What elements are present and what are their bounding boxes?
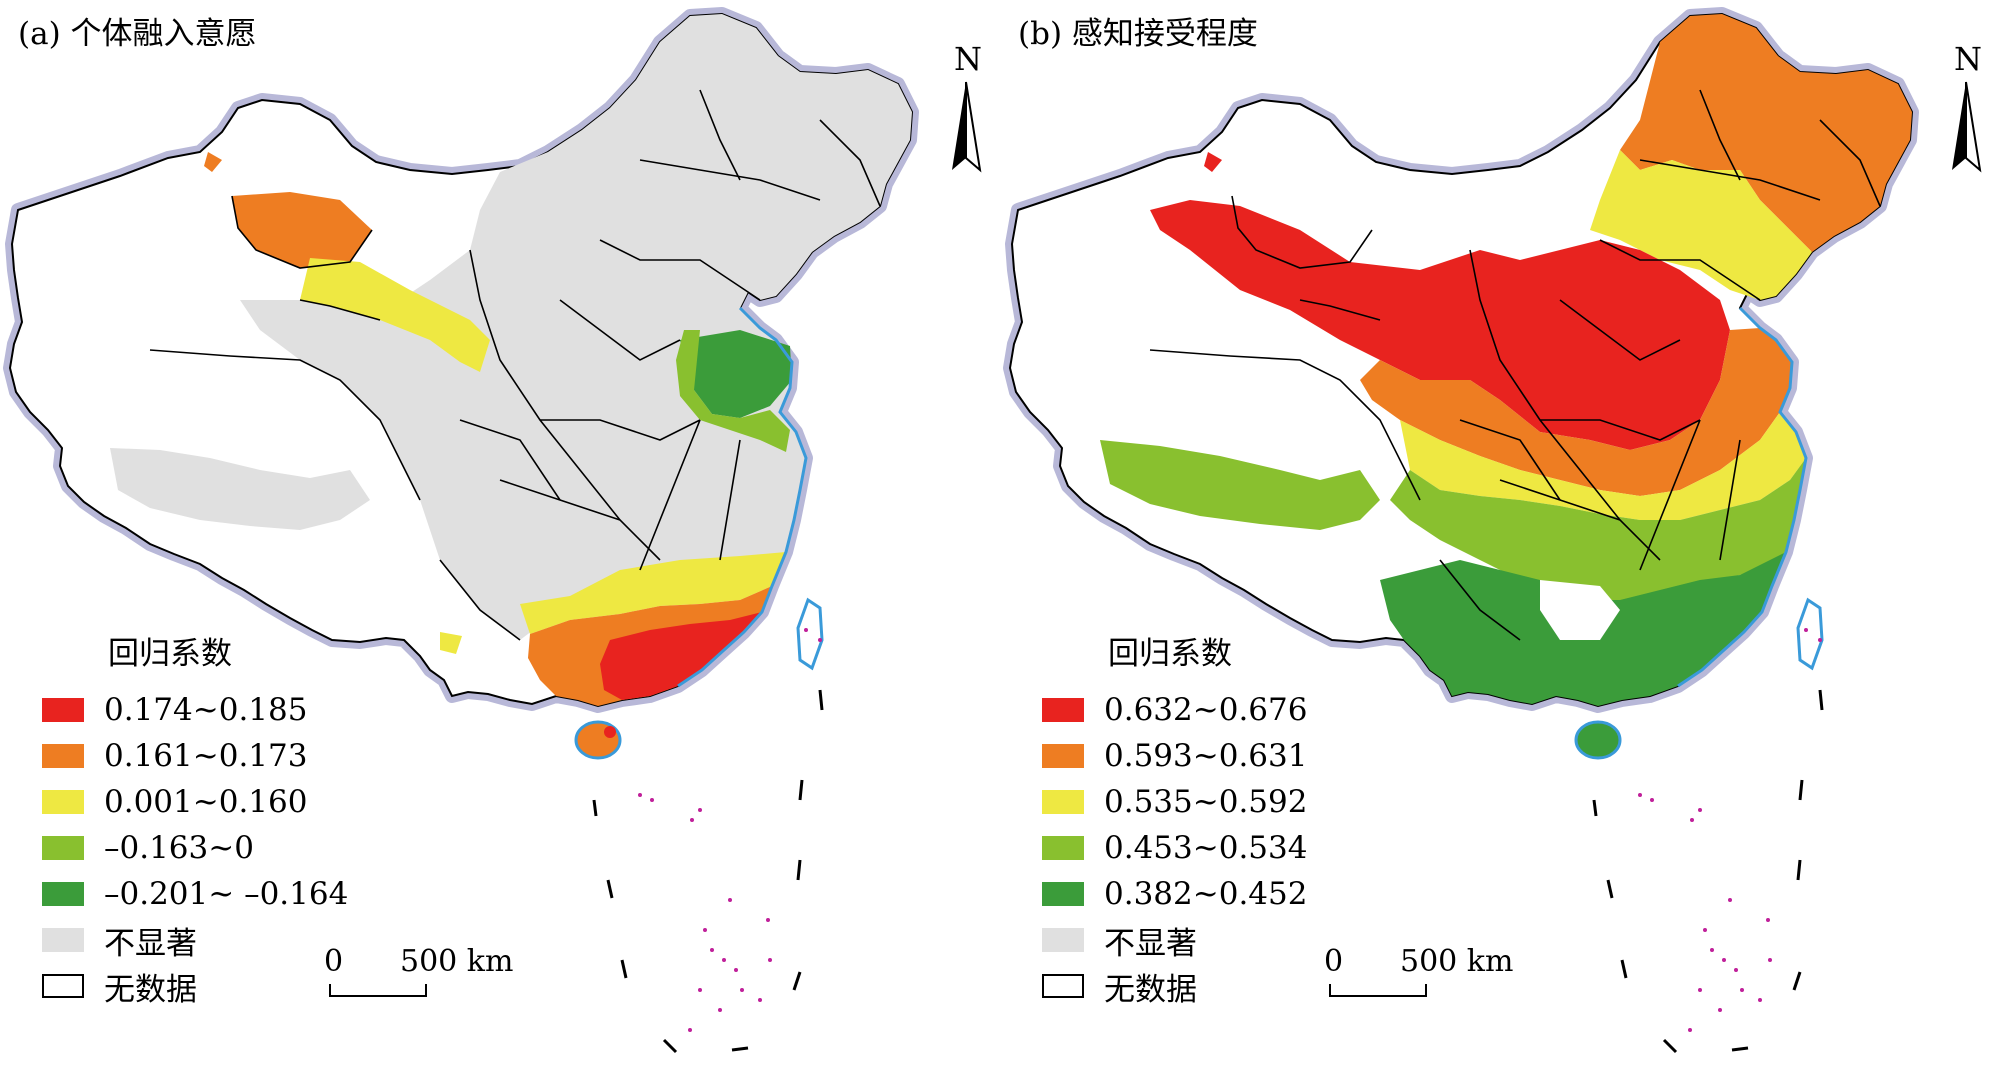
- south-sea-islands: [1638, 628, 1822, 1032]
- legend-label: 0.382~0.452: [1104, 876, 1308, 912]
- scale-bar: 0 500 km: [1320, 944, 1520, 1004]
- legend-item: 0.453~0.534: [1042, 825, 1307, 871]
- north-arrow: N: [944, 40, 994, 180]
- legend-swatch: [42, 698, 84, 722]
- legend-item: 0.161~0.173: [42, 733, 348, 779]
- region-orange-xinjiang-north: [232, 192, 372, 268]
- legend-swatch: [1042, 928, 1084, 952]
- legend-swatch: [42, 974, 84, 998]
- region-yellow-northeast: [1590, 150, 1812, 300]
- legend-item: 0.535~0.592: [1042, 779, 1307, 825]
- legend-label: 0.632~0.676: [1104, 692, 1308, 728]
- legend-label: –0.201~ –0.164: [104, 876, 349, 912]
- legend: 回归系数 0.632~0.676 0.593~0.631 0.535~0.592…: [1042, 628, 1307, 1009]
- legend-label: 0.593~0.631: [1104, 738, 1308, 774]
- legend-swatch: [1042, 790, 1084, 814]
- north-letter: N: [954, 40, 982, 78]
- legend-label: 0.535~0.592: [1104, 784, 1308, 820]
- region-not-significant: [240, 14, 912, 640]
- legend-swatch: [1042, 974, 1084, 998]
- taiwan-island: [1796, 597, 1824, 671]
- region-orange-central: [1360, 328, 1792, 496]
- legend-item: 无数据: [42, 963, 348, 1009]
- legend-swatch: [42, 836, 84, 860]
- legend-label: –0.163~0: [104, 830, 254, 866]
- south-sea-islands: [638, 628, 822, 1032]
- north-arrow-icon: [1952, 81, 1982, 173]
- nine-dash-line: [592, 689, 824, 1054]
- legend: 回归系数 0.174~0.185 0.161~0.173 0.001~0.160…: [42, 628, 348, 1009]
- scale-distance: 500 km: [400, 944, 514, 979]
- hainan-red-spot: [604, 726, 616, 738]
- region-yellow-central: [1400, 412, 1806, 520]
- panel-title: (a) 个体融入意愿: [18, 16, 257, 52]
- map-panel-b: (b) 感知接受程度 N 回归系数 0.632~0.676 0.593~0.63…: [1000, 0, 2000, 1079]
- legend-label: 不显著: [104, 925, 197, 962]
- legend-item: –0.163~0: [42, 825, 348, 871]
- province-boundaries: [149, 89, 881, 641]
- scale-distance: 500 km: [1400, 944, 1514, 979]
- legend-item: 0.382~0.452: [1042, 871, 1307, 917]
- taiwan-island: [796, 597, 824, 671]
- north-arrow: N: [1944, 40, 1994, 180]
- region-lightgreen-tibet: [1100, 440, 1380, 530]
- legend-item: 0.001~0.160: [42, 779, 348, 825]
- legend-title: 回归系数: [108, 636, 232, 672]
- region-green-light-east: [676, 330, 790, 452]
- north-letter: N: [1954, 40, 1982, 78]
- map-panel-a: (a) 个体融入意愿 N 回归系数 0.174~0.185 0.161~0.17…: [0, 0, 1000, 1054]
- scale-zero: 0: [324, 944, 344, 979]
- north-arrow-icon: [952, 81, 982, 173]
- region-green-dark-shandong: [680, 330, 792, 418]
- legend-swatch: [42, 882, 84, 906]
- legend-swatch: [42, 744, 84, 768]
- legend-swatch: [1042, 698, 1084, 722]
- legend-swatch: [1042, 836, 1084, 860]
- province-boundaries: [1149, 89, 1881, 641]
- legend-swatch: [42, 790, 84, 814]
- legend-item: 不显著: [42, 917, 348, 963]
- region-lightgreen-south: [1390, 458, 1806, 610]
- region-red-north: [1150, 200, 1730, 450]
- legend-label: 0.001~0.160: [104, 784, 308, 820]
- legend-swatch: [42, 928, 84, 952]
- region-orange-xinjiang-tip: [204, 152, 222, 172]
- region-yellow-yunnan: [440, 632, 462, 654]
- china-map-b: [1000, 0, 2000, 1054]
- region-red-xinjiang-tip: [1204, 152, 1222, 172]
- legend-swatch: [1042, 882, 1084, 906]
- legend-item: 0.632~0.676: [1042, 687, 1307, 733]
- legend-item: 无数据: [1042, 963, 1307, 1009]
- legend-label: 0.161~0.173: [104, 738, 308, 774]
- panel-title: (b) 感知接受程度: [1018, 16, 1258, 52]
- legend-label: 0.453~0.534: [1104, 830, 1308, 866]
- legend-label: 0.174~0.185: [104, 692, 308, 728]
- legend-title: 回归系数: [1108, 636, 1232, 672]
- region-nodata-guizhou: [1540, 580, 1620, 640]
- legend-label: 不显著: [1104, 925, 1197, 962]
- coastline: [1677, 306, 1808, 688]
- region-red-guangdong: [600, 612, 762, 700]
- legend-label: 无数据: [104, 971, 197, 1008]
- legend-item: 0.174~0.185: [42, 687, 348, 733]
- scale-zero: 0: [1324, 944, 1344, 979]
- scale-bar-line: [329, 984, 427, 997]
- hainan-island: [1574, 720, 1622, 760]
- scale-bar-line: [1329, 984, 1427, 997]
- coastline: [677, 306, 808, 688]
- legend-item: 不显著: [1042, 917, 1307, 963]
- legend-item: –0.201~ –0.164: [42, 871, 348, 917]
- region-yellow-south: [520, 552, 786, 634]
- region-not-significant-west: [110, 448, 370, 530]
- region-orange-northeast: [1620, 14, 1912, 252]
- scale-bar: 0 500 km: [320, 944, 520, 1004]
- legend-swatch: [1042, 744, 1084, 768]
- nine-dash-line: [1592, 689, 1824, 1054]
- legend-item: 0.593~0.631: [1042, 733, 1307, 779]
- region-yellow-gansu: [300, 258, 490, 372]
- china-map-a: [0, 0, 1000, 1054]
- legend-label: 无数据: [1104, 971, 1197, 1008]
